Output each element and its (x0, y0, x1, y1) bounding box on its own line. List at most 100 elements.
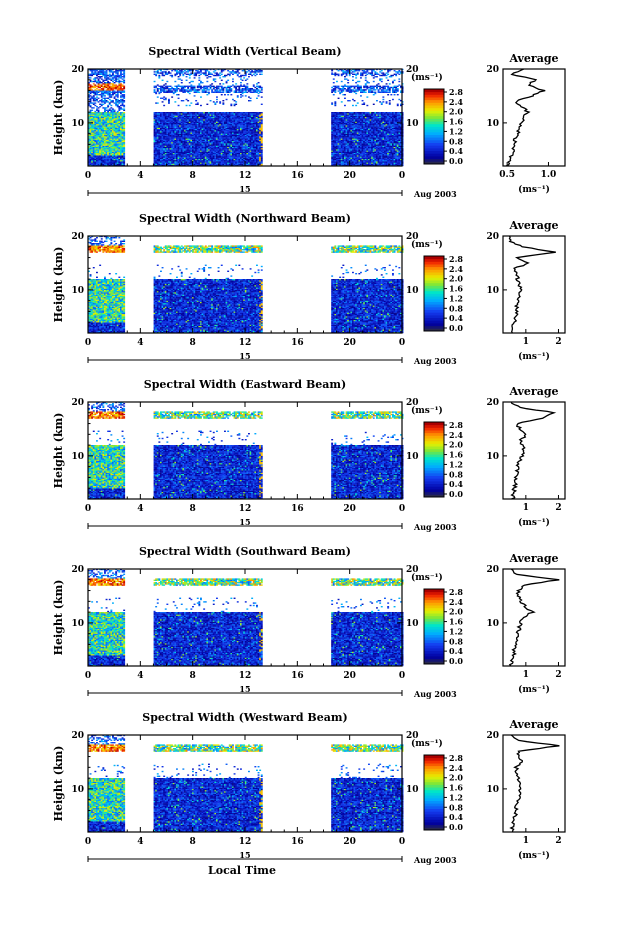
heatmap-cell (187, 87, 189, 88)
heatmap-cell (107, 98, 109, 99)
heatmap-cell (117, 96, 119, 97)
heatmap-cell (218, 74, 220, 75)
heatmap-cell (98, 83, 100, 84)
heatmap-cell (221, 94, 223, 95)
heatmap-cell (182, 88, 184, 89)
heatmap-cell (162, 101, 164, 102)
heatmap-cell (229, 75, 231, 76)
heatmap-cell (253, 74, 255, 75)
heatmap-cell (214, 78, 216, 79)
heatmap-cell (166, 87, 168, 88)
heatmap-cell (123, 138, 125, 139)
heatmap-cell (123, 140, 125, 141)
heatmap-cell (162, 98, 164, 99)
heatmap-cell (234, 105, 236, 106)
heatmap-cell (106, 72, 108, 73)
heatmap-cell (222, 102, 224, 103)
heatmap-cell (114, 110, 116, 111)
heatmap-cell (102, 94, 104, 95)
heatmap-cell (173, 93, 175, 94)
heatmap-cell (219, 101, 221, 102)
heatmap-cell (123, 74, 125, 75)
heatmap-cell (176, 70, 178, 71)
heatmap-cell (166, 74, 168, 75)
heatmap-cell (235, 87, 237, 88)
heatmap-cell (98, 78, 100, 79)
heatmap-cell (123, 161, 125, 162)
heatmap-cell (246, 71, 248, 72)
heatmap-cell (227, 94, 229, 95)
heatmap-cell (211, 89, 213, 90)
heatmap-cell (98, 98, 100, 99)
heatmap-cell (176, 74, 178, 75)
heatmap-cell (186, 105, 188, 106)
heatmap-cell (122, 89, 124, 90)
heatmap-cell (213, 86, 215, 87)
heatmap-cell (94, 87, 96, 88)
heatmap-cell (123, 70, 125, 71)
heatmap-cell (226, 99, 228, 100)
heatmap-cell (238, 88, 240, 89)
heatmap-cell (123, 110, 125, 111)
heatmap-cell (232, 70, 234, 71)
heatmap-cell (171, 76, 173, 77)
heatmap-cell (165, 99, 167, 100)
heatmap-cell (120, 83, 122, 84)
heatmap-cell (242, 90, 244, 91)
heatmap-cell (123, 135, 125, 136)
heatmap-cell (214, 102, 216, 103)
heatmap-cell (176, 89, 178, 90)
heatmap-cell (213, 88, 215, 89)
heatmap-cell (206, 88, 208, 89)
heatmap-cell (115, 84, 117, 85)
heatmap-cell (98, 110, 100, 111)
heatmap-cell (106, 80, 108, 81)
heatmap-cell (106, 100, 108, 101)
heatmap-cell (122, 104, 124, 105)
heatmap-cell (155, 86, 157, 87)
heatmap-cell (117, 104, 119, 105)
heatmap-cell (155, 93, 157, 94)
heatmap-cell (246, 78, 248, 79)
heatmap-cell (235, 104, 237, 105)
heatmap-cell (242, 95, 244, 96)
heatmap-cell (123, 158, 125, 159)
heatmap-cell (251, 88, 253, 89)
heatmap-cell (178, 88, 180, 89)
heatmap-cell (109, 108, 111, 109)
heatmap-cell (155, 87, 157, 88)
heatmap-cell (230, 88, 232, 89)
heatmap-cell (168, 100, 170, 101)
heatmap-cell (237, 75, 239, 76)
heatmap-cell (221, 80, 223, 81)
heatmap-cell (109, 102, 111, 103)
heatmap-cell (90, 84, 92, 85)
heatmap-cell (123, 129, 125, 130)
heatmap-cell (251, 70, 253, 71)
heatmap-cell (163, 89, 165, 90)
heatmap-cell (218, 87, 220, 88)
heatmap-cell (206, 104, 208, 105)
heatmap-cell (109, 93, 111, 94)
heatmap-cell (109, 104, 111, 105)
heatmap-cell (179, 75, 181, 76)
heatmap-cell (195, 74, 197, 75)
heatmap-cell (219, 102, 221, 103)
heatmap-cell (222, 70, 224, 71)
heatmap-cell (182, 74, 184, 75)
heatmap-cell (123, 155, 125, 156)
heatmap-cell (219, 83, 221, 84)
heatmap-cell (90, 99, 92, 100)
heatmap-cell (194, 86, 196, 87)
heatmap-cell (240, 94, 242, 95)
heatmap-cell (91, 71, 93, 72)
heatmap-cell (181, 72, 183, 73)
heatmap-cell (123, 137, 125, 138)
heatmap-cell (200, 81, 202, 82)
heatmap-cell (112, 83, 114, 84)
heatmap-cell (245, 75, 247, 76)
heatmap-cell (160, 92, 162, 93)
heatmap-cell (94, 84, 96, 85)
heatmap-cell (107, 84, 109, 85)
heatmap-cell (112, 94, 114, 95)
